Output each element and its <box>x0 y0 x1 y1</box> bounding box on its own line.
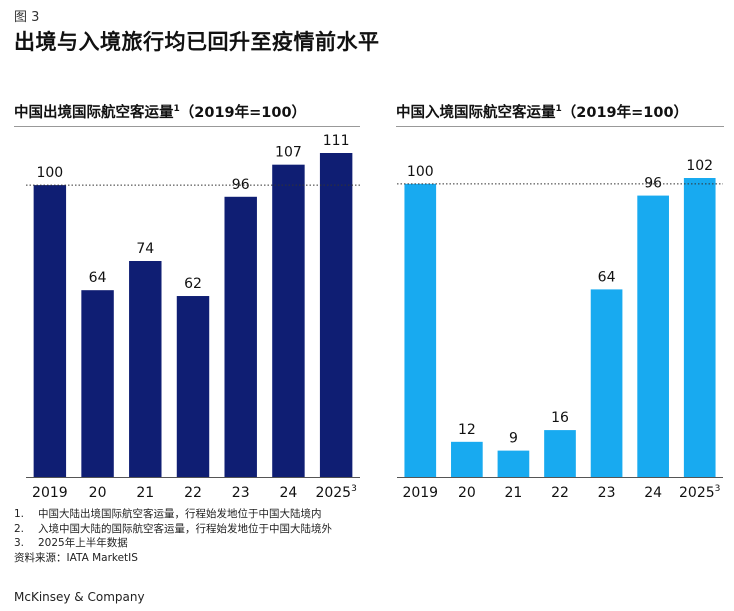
bar-22 <box>544 430 576 477</box>
x-tick-24: 24 <box>280 485 298 501</box>
data-label-2019: 100 <box>407 164 434 180</box>
chart-title-inbound: 中国入境国际航空客运量1（2019年=100） <box>396 104 689 121</box>
x-tick-22: 22 <box>551 485 569 501</box>
footnote-1: 1. 中国大陆出境国际航空客运量，行程始发地位于中国大陆境内 <box>14 508 322 520</box>
data-label-24: 107 <box>275 145 302 161</box>
footnotes: 1. 中国大陆出境国际航空客运量，行程始发地位于中国大陆境内 2. 入境中国大陆的国… <box>14 507 332 565</box>
data-label-20: 12 <box>458 422 476 438</box>
bar-23 <box>224 196 257 477</box>
data-label-20: 64 <box>89 270 107 286</box>
bar-2025 <box>319 153 353 477</box>
bar-2019 <box>404 183 437 478</box>
bar-2019 <box>33 185 67 478</box>
x-tick-22: 22 <box>184 485 202 501</box>
x-tick-21: 21 <box>136 485 154 501</box>
data-label-2019: 100 <box>36 165 63 181</box>
data-label-2025: 111 <box>323 133 350 149</box>
bar-21 <box>497 450 530 477</box>
bar-24 <box>637 195 669 477</box>
bar-24 <box>272 164 305 478</box>
data-label-22: 62 <box>184 276 202 292</box>
source-note: 资料来源：IATA MarketIS <box>14 551 138 564</box>
data-label-22: 16 <box>551 410 569 426</box>
bar-2025 <box>683 178 716 477</box>
x-tick-23: 23 <box>598 485 616 501</box>
x-tick-20: 20 <box>458 485 476 501</box>
x-tick-2019: 2019 <box>32 485 68 501</box>
data-label-2025: 102 <box>686 158 713 174</box>
x-tick-2019: 2019 <box>402 485 438 501</box>
bar-22 <box>176 296 210 477</box>
title-rule-outbound <box>14 126 360 127</box>
footnote-3: 3. 2025年上半年数据 <box>14 537 128 550</box>
x-tick-24: 24 <box>644 485 662 501</box>
page-title: 出境与入境旅行均已回升至疫情前水平 <box>14 30 380 54</box>
x-tick-2025: 20253 <box>315 484 356 501</box>
footnote-2: 2. 入境中国大陆的国际航空客运量，行程始发地位于中国大陆境外 <box>14 522 332 535</box>
x-tick-23: 23 <box>232 485 250 501</box>
x-tick-20: 20 <box>89 485 107 501</box>
figure-label: 图 3 <box>14 10 40 25</box>
bar-20 <box>451 441 483 477</box>
bar-21 <box>129 261 162 477</box>
bar-23 <box>590 289 623 477</box>
data-label-21: 74 <box>136 241 154 257</box>
chart-title-outbound: 中国出境国际航空客运量1（2019年=100） <box>14 104 307 121</box>
data-label-23: 64 <box>598 269 616 285</box>
bar-20 <box>81 290 114 477</box>
x-tick-21: 21 <box>505 485 523 501</box>
data-label-21: 9 <box>509 431 518 447</box>
x-tick-2025: 20253 <box>679 484 720 501</box>
title-rule-inbound <box>396 126 724 127</box>
brand-logo-text: McKinsey & Company <box>14 590 145 604</box>
